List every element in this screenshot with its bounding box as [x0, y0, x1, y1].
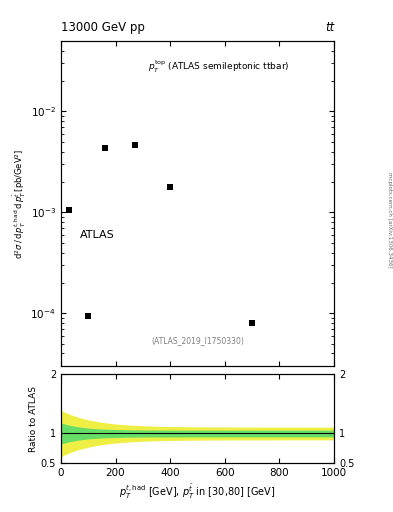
Text: ATLAS: ATLAS: [80, 229, 115, 240]
Text: 13000 GeV pp: 13000 GeV pp: [61, 21, 145, 34]
X-axis label: $p_T^{t,\mathrm{had}}$ [GeV], $p_T^{\bar{t}}$ in [30,80] [GeV]: $p_T^{t,\mathrm{had}}$ [GeV], $p_T^{\bar…: [119, 482, 276, 501]
Text: tt: tt: [325, 21, 334, 34]
Text: $p_T^{\rm top}$ (ATLAS semileptonic ttbar): $p_T^{\rm top}$ (ATLAS semileptonic ttba…: [148, 59, 290, 75]
Y-axis label: $\mathrm{d}^2\sigma\,/\,\mathrm{d}\,p_T^{t,\mathrm{had}}\,\mathrm{d}\,p_T^{\bar{: $\mathrm{d}^2\sigma\,/\,\mathrm{d}\,p_T^…: [11, 148, 28, 259]
Text: mcplots.cern.ch [arXiv:1306.3436]: mcplots.cern.ch [arXiv:1306.3436]: [387, 173, 392, 268]
Y-axis label: Ratio to ATLAS: Ratio to ATLAS: [29, 386, 38, 452]
Text: (ATLAS_2019_I1750330): (ATLAS_2019_I1750330): [151, 336, 244, 345]
